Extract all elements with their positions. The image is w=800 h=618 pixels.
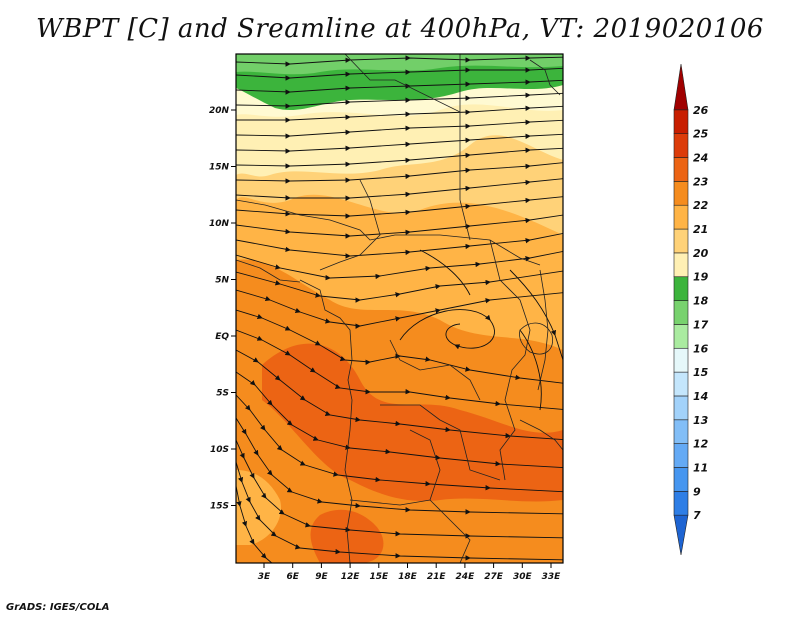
colorbar-swatch	[673, 252, 689, 278]
colorbar-swatch	[673, 324, 689, 349]
y-tick-label: 5S	[216, 389, 229, 399]
y-tick-label: EQ	[215, 332, 229, 342]
colorbar-label: 14	[693, 390, 708, 403]
colorbar-swatch	[673, 109, 689, 134]
x-tick-label: 6E	[286, 572, 299, 582]
colorbar-label: 23	[693, 175, 709, 188]
colorbar-label: 13	[693, 414, 709, 427]
chart-title: WBPT [C] and Sreamline at 400hPa, VT: 20…	[36, 14, 764, 44]
colorbar-swatch	[673, 204, 689, 230]
x-tick-label: 15E	[369, 572, 389, 582]
y-tick-label: 10S	[210, 445, 229, 455]
colorbar-swatch	[673, 491, 689, 516]
colorbar-upper-arrow	[673, 63, 689, 111]
y-tick-label: 20N	[209, 106, 230, 116]
map-frame	[235, 53, 564, 564]
colorbar-label: 24	[693, 152, 708, 165]
y-tick-label: 10N	[209, 219, 230, 229]
colorbar-swatch	[673, 371, 689, 397]
colorbar-label: 19	[693, 271, 709, 284]
colorbar-label: 9	[693, 485, 701, 498]
colorbar-label: 11	[693, 461, 708, 474]
colorbar-swatch	[673, 443, 689, 468]
colorbar-label: 26	[693, 104, 709, 117]
colorbar-label: 22	[693, 199, 709, 212]
x-axis: 3E 6E 9E 12E 15E 18E 21E 24E 27E 30E 33E	[258, 563, 561, 582]
x-tick-label: 21E	[427, 572, 447, 582]
x-tick-label: 18E	[398, 572, 418, 582]
colorbar: 7 9 11 12 13 14 15 16 17 18 19 20 21 22 23 24 25 26	[673, 63, 709, 556]
colorbar-label: 12	[693, 438, 709, 451]
x-tick-label: 24E	[456, 572, 476, 582]
colorbar-swatch	[673, 157, 689, 182]
y-axis: 20N 15N 10N 5N EQ 5S 10S 15S	[209, 106, 236, 512]
y-tick-label: 15N	[209, 163, 230, 173]
x-tick-label: 30E	[513, 572, 533, 582]
colorbar-swatch	[673, 419, 689, 444]
colorbar-label: 17	[693, 318, 709, 331]
country-borders	[236, 54, 563, 563]
colorbar-swatch	[673, 276, 689, 301]
map-area	[236, 54, 563, 563]
x-tick-label: 12E	[341, 572, 361, 582]
colorbar-swatch	[673, 228, 689, 254]
x-tick-label: 3E	[258, 572, 271, 582]
x-tick-label: 9E	[315, 572, 328, 582]
y-tick-label: 15S	[210, 502, 229, 512]
colorbar-swatch	[673, 300, 689, 325]
colorbar-swatch	[673, 181, 689, 206]
colorbar-label: 16	[693, 342, 709, 355]
colorbar-swatch	[673, 395, 689, 421]
colorbar-swatch	[673, 133, 689, 158]
colorbar-label: 21	[693, 223, 708, 236]
colorbar-swatch	[673, 347, 689, 373]
credit-label: GrADS: IGES/COLA	[6, 602, 110, 613]
colorbar-label: 20	[693, 247, 709, 260]
y-tick-label: 5N	[215, 276, 229, 286]
colorbar-label: 25	[693, 128, 709, 141]
x-tick-label: 27E	[484, 572, 504, 582]
colorbar-label: 15	[693, 366, 709, 379]
colorbar-lower-arrow	[673, 514, 689, 556]
colorbar-label: 18	[693, 295, 709, 308]
streamlines	[236, 55, 563, 563]
colorbar-swatch	[673, 467, 689, 492]
colorbar-label: 7	[693, 509, 701, 522]
x-tick-label: 33E	[542, 572, 562, 582]
